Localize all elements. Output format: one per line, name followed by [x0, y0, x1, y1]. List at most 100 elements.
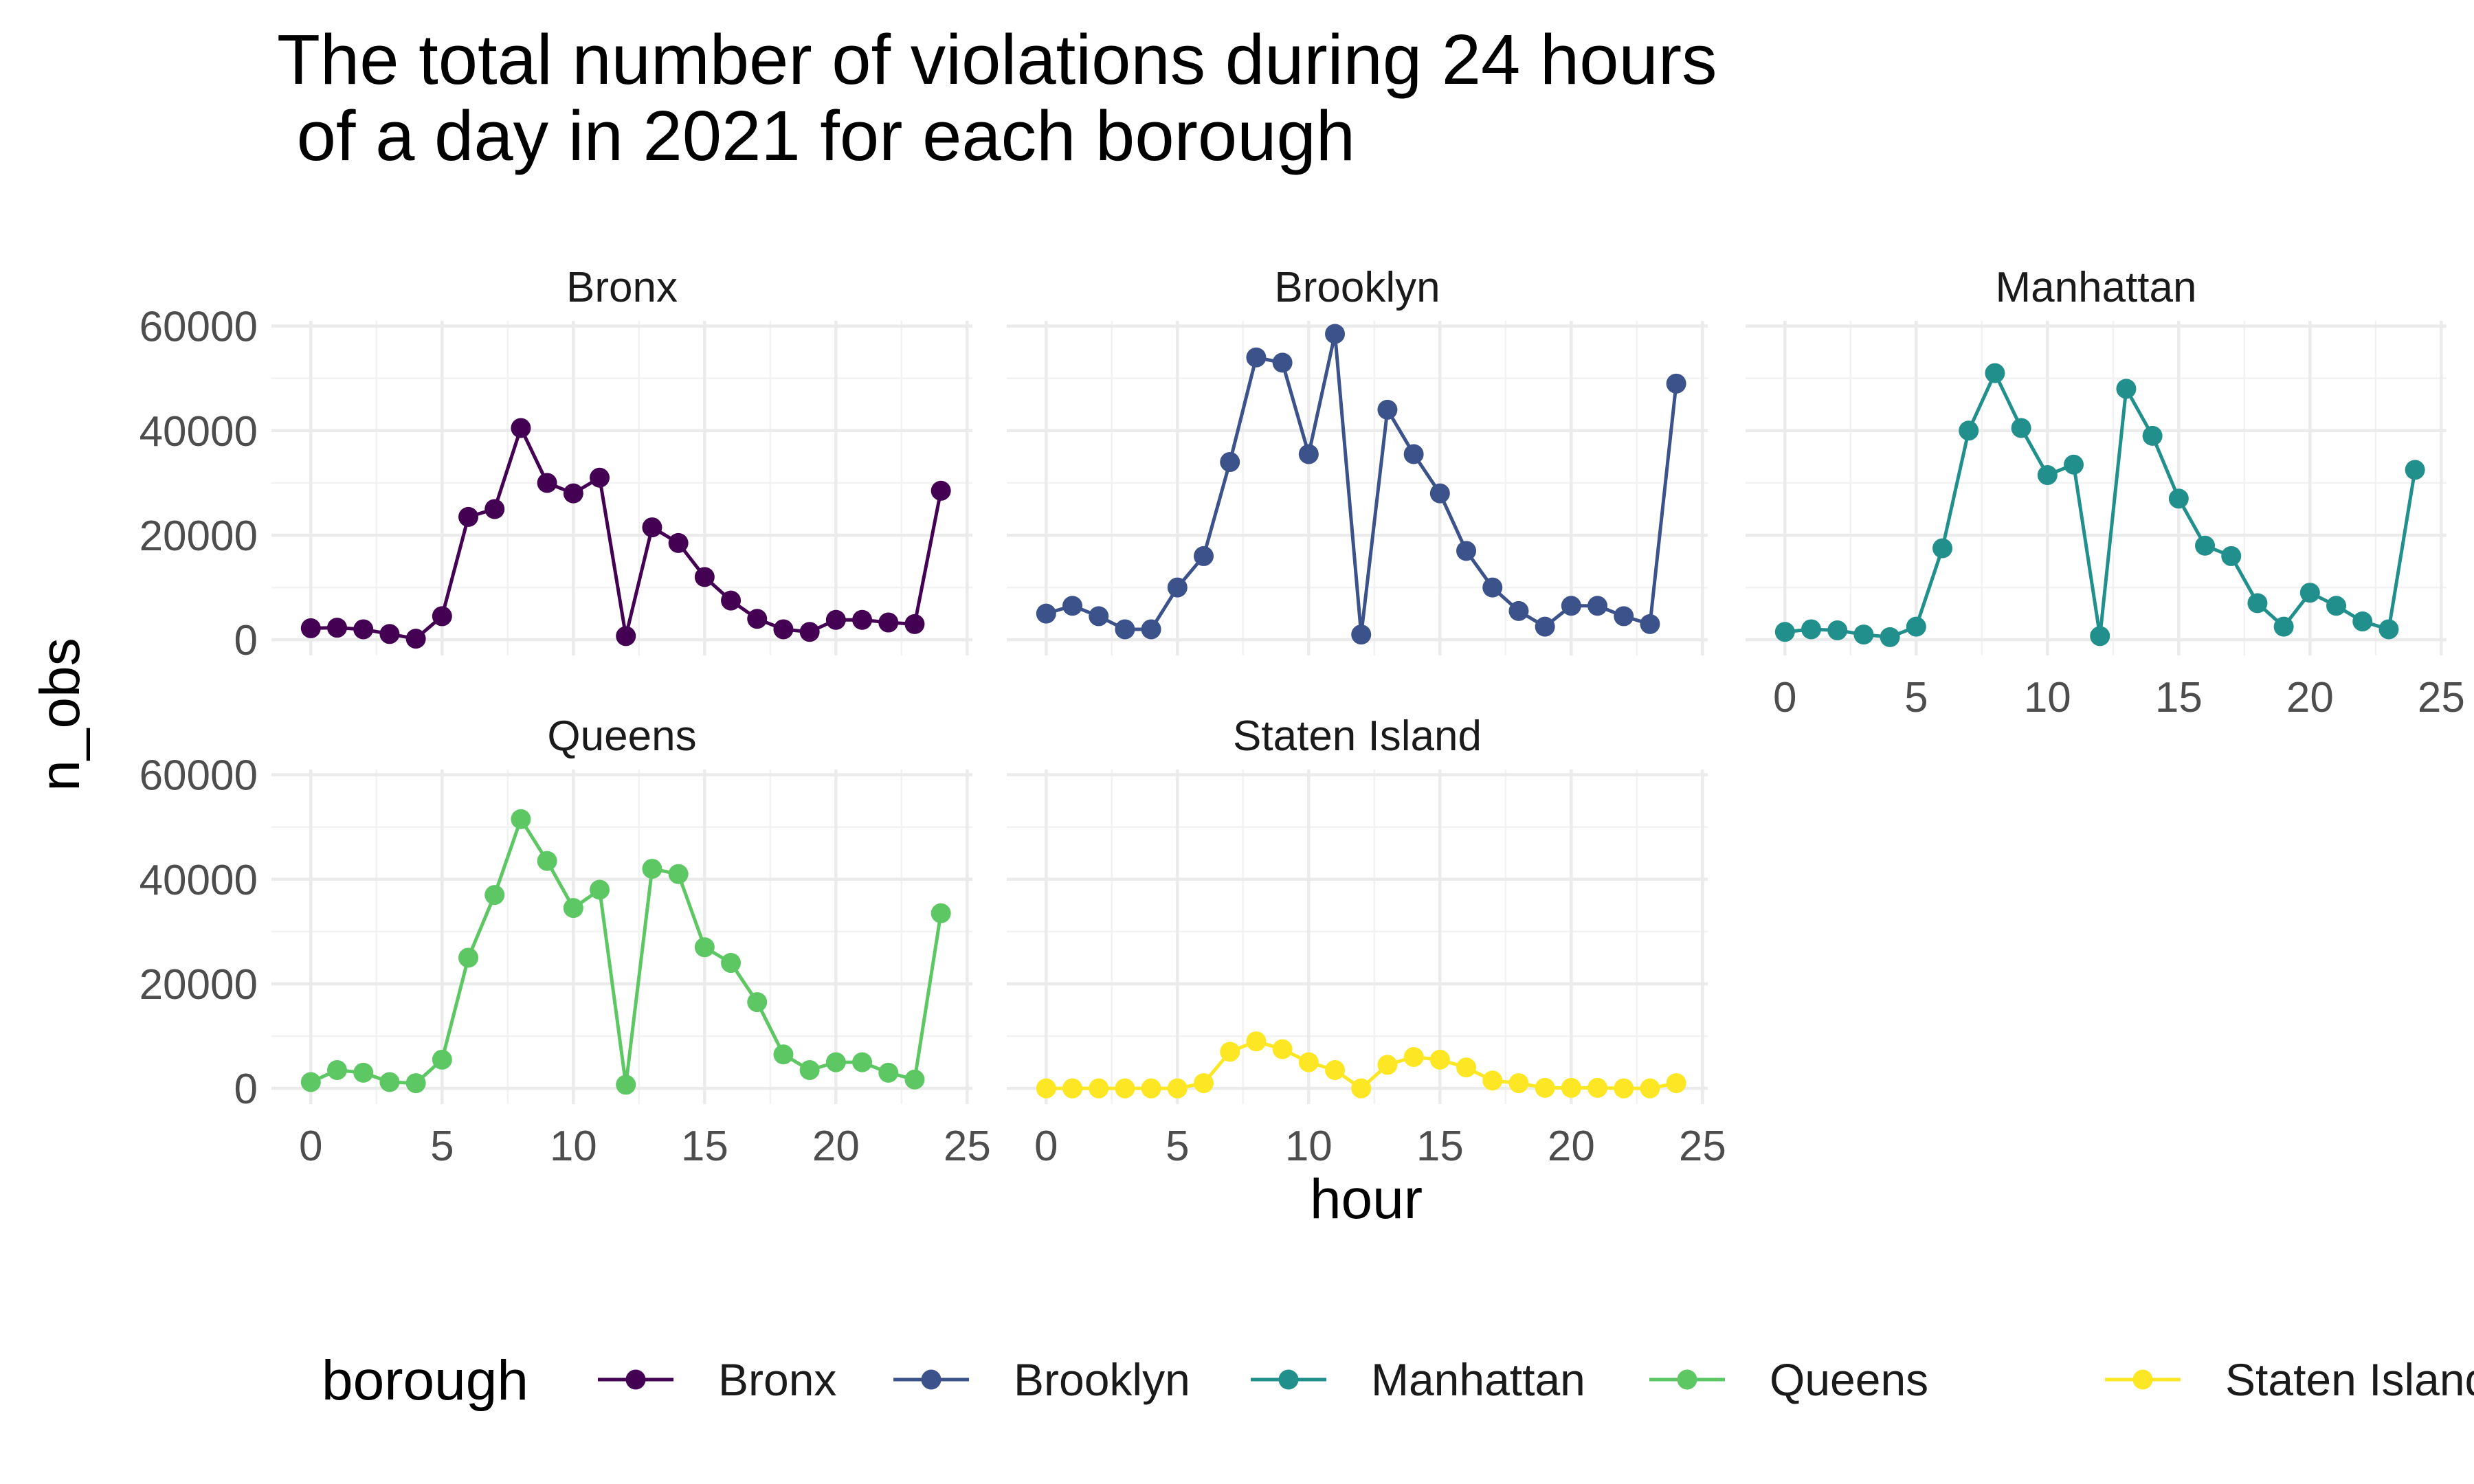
data-point-staten-island: [1587, 1077, 1608, 1098]
data-point-queens: [825, 1052, 846, 1072]
data-point-bronx: [563, 483, 583, 504]
y-tick-label: 20000: [140, 513, 258, 560]
x-tick-label: 5: [1904, 674, 1928, 721]
x-tick-label: 20: [812, 1123, 860, 1170]
data-point-manhattan: [1827, 620, 1848, 640]
panel-manhattan: Manhattan 0 5 10 15 20 25: [1746, 264, 2465, 721]
data-point-brooklyn: [1535, 616, 1555, 637]
y-tick-label: 0: [234, 617, 258, 664]
x-tick-label: 15: [1416, 1123, 1464, 1170]
data-point-brooklyn: [1298, 444, 1319, 464]
data-point-brooklyn: [1640, 614, 1660, 634]
data-point-queens: [537, 851, 557, 871]
data-point-queens: [353, 1062, 374, 1083]
x-tick-label: 0: [1773, 674, 1796, 721]
legend-label-manhattan: Manhattan: [1371, 1354, 1585, 1405]
x-axis-title: hour: [1310, 1168, 1423, 1230]
data-point-staten-island: [1089, 1078, 1109, 1099]
legend-label-brooklyn: Brooklyn: [1014, 1354, 1190, 1405]
data-point-brooklyn: [1456, 541, 1477, 561]
data-point-staten-island: [1561, 1077, 1581, 1098]
data-point-brooklyn: [1141, 619, 1161, 640]
data-point-queens: [694, 937, 715, 958]
data-point-brooklyn: [1482, 577, 1503, 598]
data-point-queens: [747, 992, 768, 1013]
x-tick-label: 25: [1679, 1123, 1726, 1170]
legend-label-staten-island: Staten Island: [2225, 1354, 2474, 1405]
y-tick-label: 40000: [140, 857, 258, 904]
data-point-staten-island: [1351, 1078, 1372, 1099]
data-point-queens: [300, 1072, 321, 1092]
data-point-staten-island: [1482, 1070, 1503, 1091]
x-tick-label: 15: [681, 1123, 728, 1170]
data-point-queens: [930, 903, 951, 923]
panel-title-staten-island: Staten Island: [1233, 712, 1482, 760]
data-point-queens: [511, 809, 531, 829]
data-point-staten-island: [1429, 1049, 1450, 1070]
data-point-brooklyn: [1325, 324, 1346, 344]
data-point-manhattan: [1906, 616, 1926, 637]
panel-queens: Queens 0 20000 40000 60000 0 5 10 15 20 25: [140, 712, 991, 1170]
data-point-queens: [563, 898, 583, 919]
data-point-staten-island: [1456, 1057, 1477, 1078]
data-point-brooklyn: [1036, 603, 1056, 624]
data-point-brooklyn: [1220, 451, 1240, 472]
data-point-manhattan: [1880, 627, 1900, 647]
data-point-bronx: [616, 626, 636, 647]
data-point-staten-island: [1508, 1073, 1529, 1094]
data-point-bronx: [773, 619, 794, 640]
legend-item-staten-island: Staten Island: [2105, 1354, 2474, 1405]
legend-key-point: [1677, 1369, 1697, 1390]
legend-title: borough: [322, 1349, 528, 1412]
data-point-queens: [616, 1075, 636, 1095]
data-point-queens: [327, 1060, 348, 1081]
x-tick-label: 10: [2024, 674, 2071, 721]
chart-title-line-2: of a day in 2021 for each borough: [277, 96, 1355, 175]
y-tick-label: 0: [234, 1066, 258, 1113]
data-point-manhattan: [2037, 464, 2058, 485]
data-point-staten-island: [1115, 1078, 1135, 1099]
data-point-queens: [432, 1049, 452, 1070]
data-point-brooklyn: [1614, 606, 1634, 627]
data-point-queens: [773, 1044, 794, 1065]
legend-key-point: [921, 1369, 941, 1390]
data-point-manhattan: [1985, 363, 2005, 383]
series-line-queens: [310, 817, 943, 1087]
data-point-brooklyn: [1666, 373, 1686, 394]
x-tick-label: 10: [550, 1123, 597, 1170]
legend-item-brooklyn: Brooklyn: [893, 1354, 1190, 1405]
legend-item-queens: Queens: [1649, 1354, 1928, 1405]
series-line-bronx: [311, 426, 943, 641]
data-point-brooklyn: [1561, 596, 1581, 616]
legend-item-manhattan: Manhattan: [1251, 1354, 1585, 1405]
data-point-staten-island: [1272, 1039, 1293, 1059]
legend-key-point: [2132, 1369, 2153, 1390]
x-tick-label: 15: [2155, 674, 2203, 721]
legend-item-bronx: Bronx: [598, 1354, 836, 1405]
x-tick-label: 25: [2418, 674, 2465, 721]
data-point-manhattan: [2116, 379, 2137, 399]
data-point-queens: [799, 1060, 820, 1081]
legend: borough Bronx Brooklyn Manhattan Queens Stat…: [322, 1349, 2474, 1412]
data-point-bronx: [747, 609, 768, 629]
series-line-manhattan: [1785, 371, 2417, 639]
data-point-manhattan: [1801, 619, 1822, 640]
data-point-manhattan: [1932, 538, 1953, 559]
panel-title-manhattan: Manhattan: [1996, 264, 2197, 311]
data-point-brooklyn: [1194, 546, 1214, 566]
data-point-bronx: [353, 619, 374, 640]
data-point-bronx: [458, 506, 479, 527]
data-point-bronx: [799, 622, 820, 642]
data-point-brooklyn: [1062, 596, 1083, 616]
data-point-brooklyn: [1167, 577, 1188, 598]
data-point-staten-island: [1640, 1078, 1660, 1099]
x-tick-label: 20: [2286, 674, 2334, 721]
data-point-staten-island: [1614, 1078, 1634, 1099]
data-point-brooklyn: [1587, 596, 1608, 616]
data-point-manhattan: [1853, 625, 1874, 645]
data-point-bronx: [878, 612, 899, 633]
data-point-staten-island: [1666, 1073, 1686, 1094]
data-point-bronx: [668, 532, 689, 553]
data-point-brooklyn: [1377, 399, 1398, 420]
